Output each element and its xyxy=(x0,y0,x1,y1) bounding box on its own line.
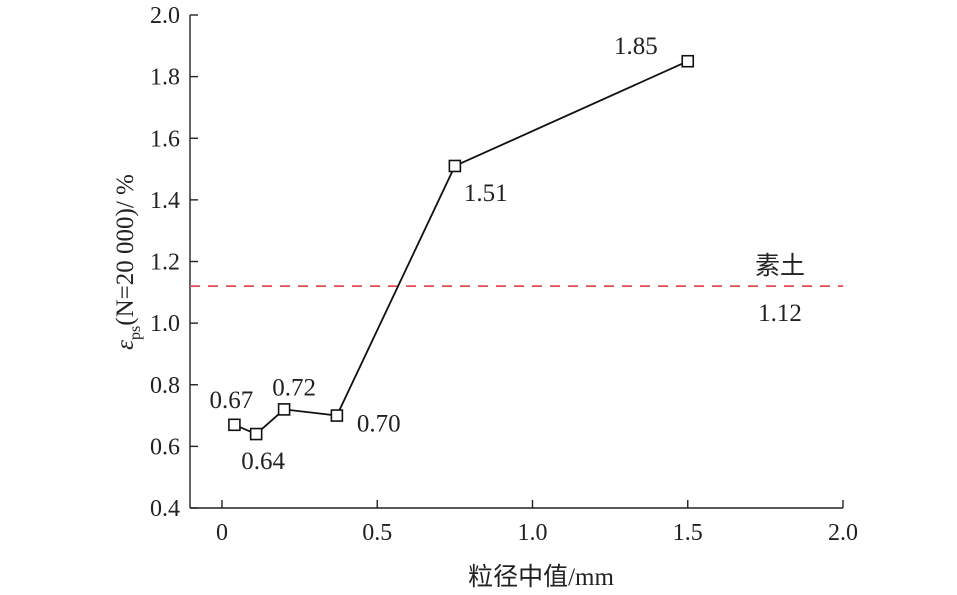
y-axis-title-subscript: ps xyxy=(127,326,144,340)
y-tick-label: 0.8 xyxy=(150,373,180,399)
x-tick-label: 2.0 xyxy=(828,520,858,546)
y-tick-label: 1.6 xyxy=(150,126,180,152)
y-tick-label: 1.4 xyxy=(150,188,180,214)
data-label: 0.67 xyxy=(210,387,254,414)
y-tick-label: 1.8 xyxy=(150,65,180,91)
y-axis-title: εps(N=20 000)/ % xyxy=(112,174,144,350)
reference-line-label: 素土 xyxy=(755,252,805,280)
x-tick-label: 0 xyxy=(216,520,228,546)
y-axis-title-rest: (N=20 000)/ % xyxy=(112,174,139,326)
y-ticks: 0.4 0.6 0.8 1.0 1.2 1.4 1.6 1.8 2.0 xyxy=(150,3,198,522)
y-axis-title-symbol: ε xyxy=(112,340,139,350)
y-tick-label: 1.0 xyxy=(150,311,180,337)
y-tick-label: 0.6 xyxy=(150,434,180,460)
y-tick-label: 1.2 xyxy=(150,250,180,276)
data-label: 1.51 xyxy=(464,180,508,207)
y-tick-label: 2.0 xyxy=(150,3,180,29)
reference-line-value-label: 1.12 xyxy=(758,300,802,327)
data-point-marker xyxy=(448,159,462,173)
data-point-marker xyxy=(277,403,291,416)
x-tick-label: 1.0 xyxy=(518,520,548,546)
x-tick-label: 0.5 xyxy=(362,520,392,546)
data-label: 0.70 xyxy=(357,411,401,438)
data-point-marker xyxy=(330,409,344,422)
data-point-marker xyxy=(681,54,695,68)
data-label: 0.72 xyxy=(272,374,316,401)
y-tick-label: 0.4 xyxy=(150,496,180,522)
data-label: 1.85 xyxy=(614,33,658,60)
x-tick-label: 1.5 xyxy=(673,520,703,546)
data-point-marker xyxy=(228,418,241,432)
plot-axes xyxy=(189,15,843,509)
data-labels: 0.67 0.64 0.72 0.70 1.51 1.85 xyxy=(210,33,658,475)
reference-line-group: 素土 1.12 xyxy=(190,252,843,327)
data-point-marker xyxy=(249,427,263,441)
data-label: 0.64 xyxy=(241,448,285,475)
x-axis-title: 粒径中值/mm xyxy=(468,563,614,591)
series-group xyxy=(228,54,695,441)
x-ticks: 0 0.5 1.0 1.5 2.0 xyxy=(216,500,858,546)
